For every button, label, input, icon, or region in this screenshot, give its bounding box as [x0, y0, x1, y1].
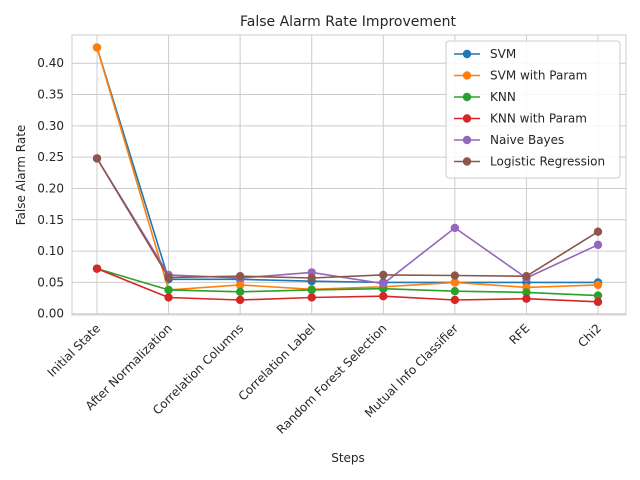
series-line	[96, 47, 598, 284]
series-logistic-regression	[92, 154, 603, 283]
data-point	[307, 285, 316, 295]
y-tick-label: 0.35	[37, 88, 64, 102]
series-line	[96, 157, 599, 285]
y-tick-label: 0.15	[37, 213, 64, 227]
data-point	[235, 287, 245, 297]
data-point	[522, 288, 531, 297]
data-point	[164, 285, 173, 295]
x-tick-label: Correlation Label	[236, 321, 318, 403]
y-tick-label: 0.00	[37, 307, 64, 321]
series-line	[96, 267, 599, 297]
y-tick-label: 0.20	[37, 181, 64, 195]
series-knn-with-param	[92, 264, 603, 307]
data-point	[164, 293, 173, 302]
legend-item: SVM with Param	[454, 69, 587, 83]
y-axis-ticks: 0.00 0.05 0.10 0.15 0.20 0.25 0.30 0.35 0.40	[37, 56, 64, 321]
data-point	[522, 271, 531, 281]
y-axis-label: False Alarm Rate	[14, 125, 28, 226]
legend-box	[445, 40, 621, 179]
data-point	[522, 294, 531, 303]
data-point	[450, 278, 460, 287]
data-point	[450, 223, 460, 233]
legend-marker	[462, 71, 472, 80]
data-point	[593, 227, 603, 236]
data-point	[450, 295, 460, 305]
legend-marker	[462, 92, 472, 102]
legend-label: Logistic Regression	[490, 155, 605, 169]
data-point	[379, 292, 388, 301]
legend-marker	[462, 157, 472, 166]
legend-item: Naive Bayes	[454, 133, 564, 147]
y-tick-label: 0.05	[37, 275, 64, 289]
legend-label: SVM	[490, 47, 516, 61]
legend-marker	[462, 49, 472, 59]
x-tick-label: RFE	[507, 321, 533, 347]
legend-label: Naive Bayes	[490, 133, 564, 147]
data-point	[593, 280, 603, 290]
legend-item: KNN with Param	[454, 112, 587, 126]
data-point	[379, 270, 388, 280]
x-tick-label: Chi2	[575, 321, 604, 350]
series-layer	[92, 43, 603, 307]
data-point	[450, 286, 460, 296]
data-point	[307, 273, 316, 283]
legend-label: KNN	[490, 90, 516, 104]
data-point	[307, 293, 316, 302]
legend: SVM SVM with Param KNN KNN with Param Naive …	[445, 40, 621, 179]
legend-item: SVM	[454, 47, 516, 61]
legend-marker	[462, 114, 472, 123]
y-tick-label: 0.30	[37, 119, 64, 133]
legend-label: SVM with Param	[490, 69, 587, 83]
x-axis-label: Steps	[331, 451, 365, 465]
series-line	[96, 47, 599, 291]
data-point	[235, 295, 245, 305]
data-point	[92, 154, 102, 163]
data-point	[235, 280, 245, 290]
data-point	[379, 279, 388, 288]
legend-label: KNN with Param	[490, 112, 587, 126]
data-point	[593, 240, 603, 250]
y-tick-label: 0.10	[37, 244, 64, 258]
data-point	[92, 43, 102, 52]
data-point	[593, 291, 603, 300]
y-tick-label: 0.40	[37, 56, 64, 70]
data-point	[92, 264, 102, 273]
y-tick-label: 0.25	[37, 150, 64, 164]
legend-item: Logistic Regression	[454, 155, 605, 169]
chart-title: False Alarm Rate Improvement	[240, 14, 456, 30]
series-line	[96, 157, 599, 279]
series-line	[96, 267, 599, 303]
data-point	[593, 297, 603, 307]
x-tick-label: Initial State	[45, 321, 104, 380]
legend-marker	[462, 135, 472, 145]
legend-item: KNN	[454, 90, 516, 104]
data-point	[450, 271, 460, 280]
data-point	[235, 271, 245, 281]
data-point	[164, 273, 173, 282]
